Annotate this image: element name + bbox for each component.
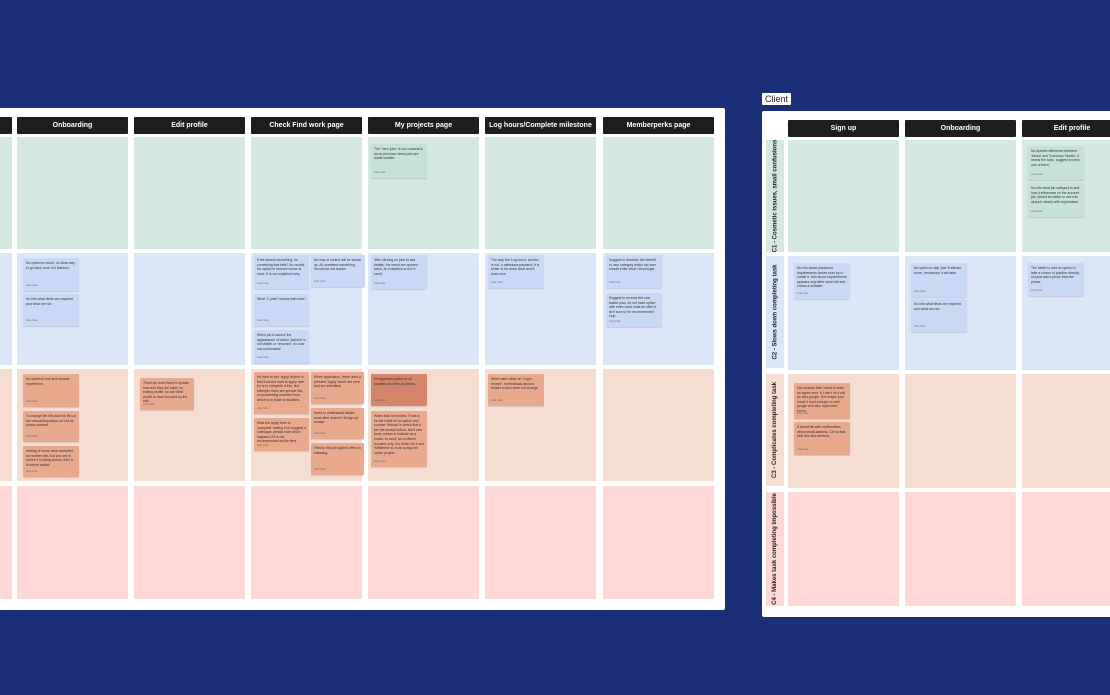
sticky-note[interactable]: No info about password requirements befo… (794, 263, 850, 299)
grid-cell (905, 492, 1016, 606)
column-header-my-projects: My projects page (368, 117, 479, 134)
sticky-note[interactable]: Suggest to describe the benefit to user … (606, 255, 662, 288)
sticky-note[interactable]: If the search something, its something t… (254, 255, 309, 289)
client-journey-board: Sign up Onboarding Edit profile C1 - Cos… (762, 111, 1110, 617)
grid-cell (788, 492, 899, 606)
sticky-note[interactable]: Suggest to reverse the cost based plan, … (606, 293, 662, 327)
sticky-note[interactable]: After clicking on jobs to see details, t… (371, 255, 427, 289)
grid-cell (17, 137, 128, 249)
grid-cell (251, 486, 362, 599)
grid-cell (0, 369, 12, 481)
sticky-note[interactable]: To change the info and the fill out the … (23, 411, 79, 442)
column-header (0, 117, 12, 134)
grid-cell (788, 140, 899, 252)
left-journey-board: Onboarding Edit profile Check Find work … (0, 108, 725, 610)
grid-cell (134, 486, 245, 599)
sticky-note[interactable]: Adding of hours were accepted as number … (23, 446, 79, 477)
row-label-c2: C2 - Slows down completing task (766, 256, 784, 368)
sticky-note[interactable]: No way to control will be shown as. All … (311, 255, 365, 287)
column-header-onboarding: Onboarding (17, 117, 128, 134)
sticky-note[interactable]: No info what job category is and how it … (1028, 183, 1084, 217)
sticky-note[interactable]: No info what fields are required and wha… (911, 299, 967, 332)
sticky-note[interactable]: It's hard to see 'apply' button to that … (254, 372, 309, 414)
row-label-c4: C4 - Makes task completing impossible (766, 492, 784, 606)
sticky-note[interactable]: Most the apply form to 'complete' settin… (254, 418, 309, 451)
client-frame-title: Client (762, 93, 792, 105)
row-label-c1: C1 - Cosmetic issues, small confusions (766, 140, 784, 252)
grid-cell (603, 137, 714, 249)
column-header-onboarding: Onboarding (905, 120, 1016, 137)
sticky-note[interactable]: There we don't have to update how and th… (140, 378, 194, 410)
grid-cell (134, 137, 245, 249)
sticky-note[interactable]: The "view jobs" is not consistent, as on… (371, 144, 427, 178)
sticky-note[interactable]: When job is saved, the appearance of but… (254, 330, 309, 363)
sticky-note[interactable]: When user clicks on 'Log in receipt', no… (488, 374, 544, 406)
sticky-note[interactable]: No option to return, no clear way to go … (23, 258, 79, 291)
grid-cell (368, 486, 479, 599)
column-header-edit-profile: Edit profile (134, 117, 245, 134)
sticky-note[interactable]: When task is enrolled, it has to be the … (371, 411, 427, 467)
column-header-edit-profile: Edit profile (1022, 120, 1110, 137)
grid-cell (485, 486, 596, 599)
grid-cell (0, 253, 12, 365)
sticky-note[interactable]: No option to exit and resume experience.… (23, 374, 79, 407)
sticky-note[interactable]: No info what fields are required and wha… (23, 294, 79, 326)
grid-cell (251, 137, 362, 249)
column-header-sign-up: Sign up (788, 120, 899, 137)
grid-cell (603, 486, 714, 599)
sticky-note[interactable]: Not obvious that I need to enter an agre… (794, 383, 850, 419)
sticky-note[interactable]: Need to understand details must after 's… (311, 408, 364, 439)
sticky-note[interactable]: The way the 'Log hours' section is not, … (488, 255, 544, 288)
grid-cell (905, 140, 1016, 252)
sticky-note[interactable]: It would fall with confirmation, which e… (794, 422, 850, 455)
sticky-note[interactable]: When application, there used a pressed '… (311, 372, 364, 404)
sticky-note[interactable]: The better to add an option to take a ch… (1028, 263, 1084, 296)
grid-cell (603, 369, 714, 481)
grid-cell (1022, 374, 1110, 488)
grid-cell (0, 486, 12, 599)
sticky-note[interactable]: No option to skip 'just' it without more… (911, 263, 967, 297)
column-header-log-hours: Log hours/Complete milestone (485, 117, 596, 134)
sticky-note[interactable]: It's appeared option to all updates and … (371, 374, 427, 406)
grid-cell (17, 486, 128, 599)
grid-cell (905, 374, 1016, 488)
column-header-check-find-work: Check Find work page (251, 117, 362, 134)
column-header-memberperks: Memberperks page (603, 117, 714, 134)
row-label-c3: C3 - Complicates completing task (766, 374, 784, 486)
sticky-note[interactable]: What "1 point" means with note? Ana Cole (254, 294, 309, 326)
sticky-note[interactable]: Filed to find all applied offers to foll… (311, 443, 364, 475)
grid-cell (0, 137, 12, 249)
grid-cell (1022, 492, 1110, 606)
grid-cell (134, 253, 245, 365)
sticky-note[interactable]: No specific difference between 'About' a… (1028, 146, 1084, 180)
grid-cell (485, 137, 596, 249)
